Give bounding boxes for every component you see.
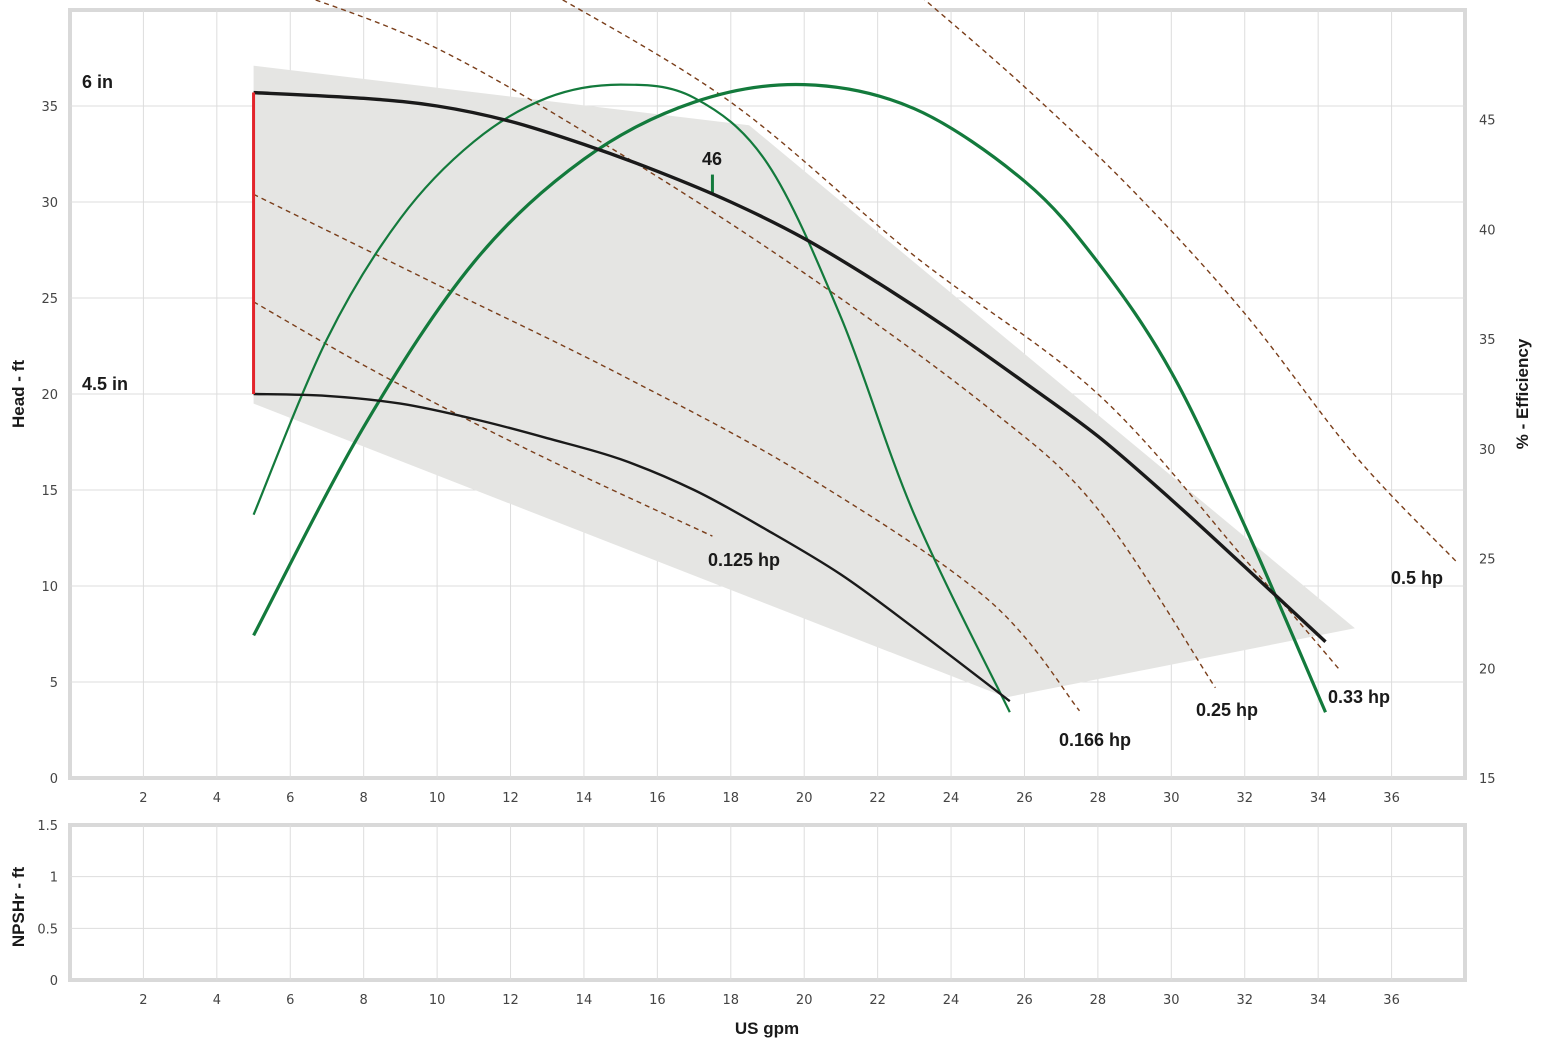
power-label-0-33-hp: 0.33 hp: [1328, 687, 1390, 707]
head-axis-ticks: 2 4 6 8 10 12 14 16 18 20 22 24 26 28 30 32 34 3605101520…: [41, 100, 1495, 806]
npshr-x-tick-label-14: 14: [576, 993, 593, 1008]
y2-tick-label-25: 25: [1479, 553, 1496, 568]
efficiency-curve-2: [252, 82, 1327, 713]
power-label-0-125-hp: 0.125 hp: [708, 550, 780, 570]
head-curve-4-5-in: [253, 392, 1011, 703]
x-tick-label-10: 10: [429, 791, 446, 806]
x-tick-label-2: 2: [139, 791, 147, 806]
npshr-x-tick-label-2: 2: [139, 993, 147, 1008]
power-curve-0-125-hp: [253, 301, 713, 537]
y-axis-title-head: Head - ft: [9, 360, 28, 428]
npshr-x-tick-label-32: 32: [1236, 993, 1253, 1008]
npshr-x-tick-label-8: 8: [360, 993, 368, 1008]
power-curves: [253, 0, 1459, 712]
x-tick-label-22: 22: [869, 791, 886, 806]
x-tick-label-28: 28: [1090, 791, 1107, 806]
y2-tick-label-20: 20: [1479, 662, 1496, 677]
power-label-0-166-hp: 0.166 hp: [1059, 730, 1131, 750]
y2-tick-label-15: 15: [1479, 772, 1496, 787]
npshr-x-tick-label-6: 6: [286, 993, 294, 1008]
power-curve-0-25-hp: [313, 0, 1216, 689]
npshr-x-tick-label-28: 28: [1090, 993, 1107, 1008]
efficiency-label-46: 46: [702, 149, 722, 169]
efficiency-curve-1: [252, 83, 1011, 713]
operating-region: [253, 65, 1355, 698]
x-tick-label-6: 6: [286, 791, 294, 806]
head-efficiency-panel: 2 4 6 8 10 12 14 16 18 20 22 24 26 28 30 32 34 3605101520…: [9, 0, 1532, 806]
npshr-y-tick-label-0-5: 0.5: [37, 922, 58, 937]
npshr-x-tick-label-10: 10: [429, 993, 446, 1008]
npshr-x-tick-label-26: 26: [1016, 993, 1033, 1008]
npshr-y-tick-label-1: 1: [50, 871, 58, 886]
npshr-x-tick-label-16: 16: [649, 993, 666, 1008]
x-tick-label-16: 16: [649, 791, 666, 806]
x-tick-label-34: 34: [1310, 791, 1327, 806]
npshr-x-tick-label-18: 18: [723, 993, 740, 1008]
npshr-y-tick-label-0: 0: [50, 974, 58, 989]
npshr-x-tick-label-24: 24: [943, 993, 960, 1008]
npshr-panel: 2 4 6 8 10 12 14 16 18 20 22 24 26 28 30 32 34 3600.511.5…: [9, 819, 1467, 1038]
x-tick-label-8: 8: [360, 791, 368, 806]
x-tick-label-20: 20: [796, 791, 813, 806]
x-tick-label-18: 18: [723, 791, 740, 806]
npshr-x-tick-label-30: 30: [1163, 993, 1180, 1008]
npshr-grid: [70, 825, 1465, 980]
y-tick-label-10: 10: [41, 580, 58, 595]
power-label-0-25-hp: 0.25 hp: [1196, 700, 1258, 720]
y-tick-label-15: 15: [41, 484, 58, 499]
head-curves: [252, 90, 1327, 703]
power-label-0-5-hp: 0.5 hp: [1391, 568, 1443, 588]
y-tick-label-25: 25: [41, 292, 58, 307]
npshr-x-tick-label-36: 36: [1383, 993, 1400, 1008]
x-tick-label-36: 36: [1383, 791, 1400, 806]
y2-tick-label-30: 30: [1479, 443, 1496, 458]
y-tick-label-30: 30: [41, 196, 58, 211]
curve-label-6-in: 6 in: [82, 72, 113, 92]
npshr-x-tick-label-4: 4: [213, 993, 221, 1008]
npshr-y-tick-label-1-5: 1.5: [37, 819, 58, 834]
y-tick-label-5: 5: [50, 676, 58, 691]
x-tick-label-12: 12: [502, 791, 519, 806]
y-tick-label-35: 35: [41, 100, 58, 115]
efficiency-curves: [252, 82, 1327, 713]
x-tick-label-30: 30: [1163, 791, 1180, 806]
x-tick-label-14: 14: [576, 791, 593, 806]
x-tick-label-24: 24: [943, 791, 960, 806]
operating-region-area: [253, 65, 1355, 698]
power-curve-0-166-hp: [253, 193, 1081, 712]
npshr-x-tick-label-22: 22: [869, 993, 886, 1008]
npshr-x-tick-label-20: 20: [796, 993, 813, 1008]
power-curve-0-5-hp: [923, 0, 1459, 564]
y-axis-title-npshr: NPSHr - ft: [9, 867, 28, 948]
head-curve-6-in: [253, 90, 1327, 643]
npshr-x-tick-label-12: 12: [502, 993, 519, 1008]
x-tick-label-4: 4: [213, 791, 221, 806]
y2-tick-label-40: 40: [1479, 223, 1496, 238]
npshr-panel-frame: [68, 823, 1467, 982]
x-tick-label-26: 26: [1016, 791, 1033, 806]
y2-tick-label-35: 35: [1479, 333, 1496, 348]
npshr-x-tick-label-34: 34: [1310, 993, 1327, 1008]
y-tick-label-20: 20: [41, 388, 58, 403]
x-tick-label-32: 32: [1236, 791, 1253, 806]
x-axis-title: US gpm: [735, 1019, 799, 1038]
y-tick-label-0: 0: [50, 772, 58, 787]
curve-label-4-5-in: 4.5 in: [82, 374, 128, 394]
y2-tick-label-45: 45: [1479, 114, 1496, 129]
y2-axis-title-efficiency: % - Efficiency: [1513, 338, 1532, 449]
